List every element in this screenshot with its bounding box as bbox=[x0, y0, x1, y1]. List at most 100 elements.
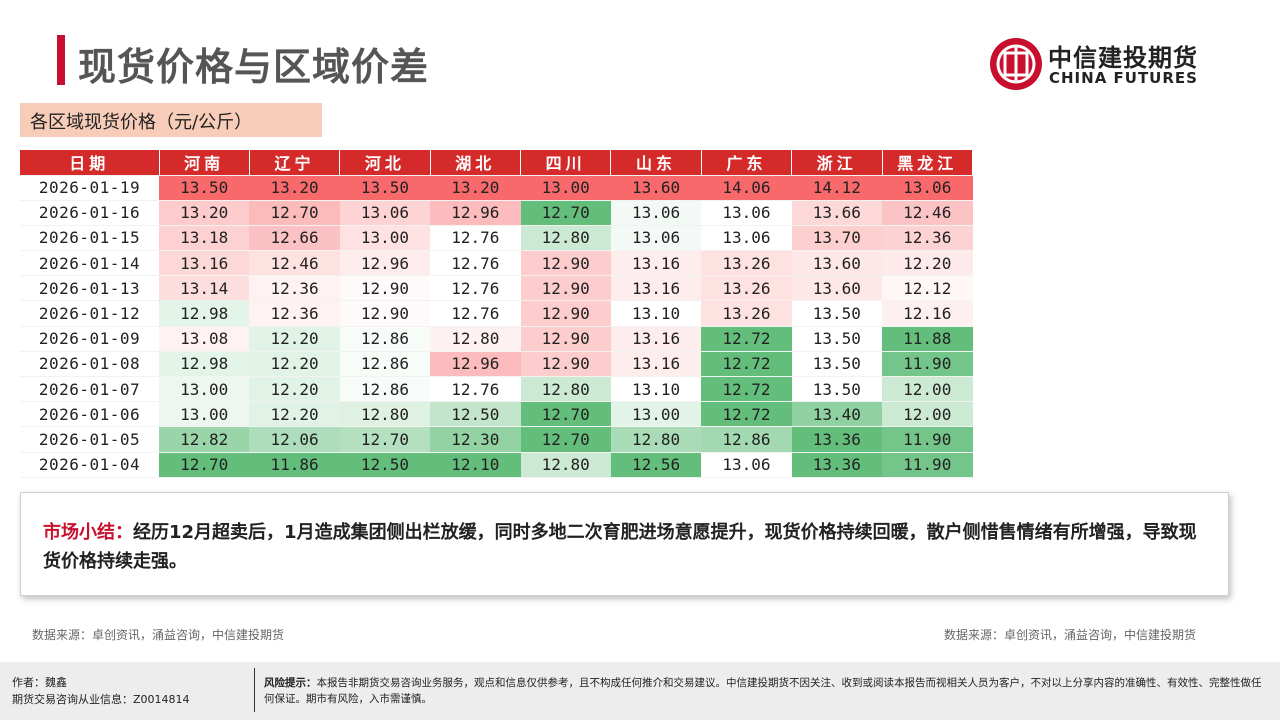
price-cell: 13.50 bbox=[339, 175, 431, 201]
price-cell: 13.06 bbox=[610, 200, 702, 226]
price-cell: 12.82 bbox=[159, 426, 250, 453]
price-cell: 12.96 bbox=[339, 250, 431, 276]
price-cell: 12.90 bbox=[520, 326, 611, 352]
price-cell: 12.86 bbox=[339, 376, 431, 402]
price-cell: 12.70 bbox=[249, 200, 340, 226]
price-cell: 12.46 bbox=[882, 200, 973, 226]
price-cell: 13.50 bbox=[791, 326, 882, 352]
price-cell: 12.06 bbox=[249, 426, 340, 453]
date-cell: 2026-01-16 bbox=[20, 200, 159, 226]
price-cell: 12.36 bbox=[882, 225, 973, 251]
price-cell: 12.80 bbox=[520, 452, 611, 478]
table-row: 2026-01-08 12.98 12.20 12.86 12.96 12.90 13.16… bbox=[20, 351, 973, 377]
date-cell: 2026-01-09 bbox=[20, 326, 159, 352]
price-cell: 13.06 bbox=[701, 452, 792, 478]
price-cell: 13.60 bbox=[791, 250, 882, 276]
price-cell: 12.76 bbox=[430, 376, 521, 402]
column-header-region: 山东 bbox=[610, 150, 702, 175]
summary-label: 市场小结： bbox=[43, 522, 133, 543]
date-cell: 2026-01-07 bbox=[20, 376, 159, 402]
price-cell: 13.06 bbox=[610, 225, 702, 251]
table-row: 2026-01-09 13.08 12.20 12.86 12.80 12.90 13.16… bbox=[20, 326, 973, 352]
price-cell: 12.72 bbox=[701, 376, 792, 402]
price-cell: 13.70 bbox=[791, 225, 882, 251]
price-cell: 12.76 bbox=[430, 275, 521, 301]
price-cell: 13.20 bbox=[159, 200, 250, 226]
price-cell: 12.50 bbox=[339, 452, 431, 478]
price-cell: 12.00 bbox=[882, 376, 973, 402]
price-cell: 12.98 bbox=[159, 351, 250, 377]
table-body: 2026-01-19 13.50 13.20 13.50 13.20 13.00 13.60… bbox=[20, 175, 973, 478]
table-row: 2026-01-19 13.50 13.20 13.50 13.20 13.00 13.60… bbox=[20, 175, 973, 201]
price-cell: 13.36 bbox=[791, 452, 882, 478]
table-row: 2026-01-15 13.18 12.66 13.00 12.76 12.80 13.06… bbox=[20, 225, 973, 251]
price-cell: 12.86 bbox=[701, 426, 792, 453]
price-cell: 12.72 bbox=[701, 401, 792, 427]
price-cell: 11.88 bbox=[882, 326, 973, 352]
price-cell: 13.00 bbox=[339, 225, 431, 251]
price-cell: 12.46 bbox=[249, 250, 340, 276]
column-header-region: 广东 bbox=[701, 150, 793, 175]
price-cell: 12.36 bbox=[249, 275, 340, 301]
column-header-region: 四川 bbox=[520, 150, 612, 175]
table-header-row: 日期 河南 辽宁 河北 湖北 四川 山东 广东 浙江 黑龙江 bbox=[20, 150, 973, 175]
price-cell: 13.16 bbox=[610, 351, 702, 377]
price-cell: 13.26 bbox=[701, 275, 792, 301]
price-cell: 12.12 bbox=[882, 275, 973, 301]
column-header-region: 河南 bbox=[159, 150, 250, 175]
price-cell: 13.50 bbox=[791, 351, 882, 377]
column-header-region: 辽宁 bbox=[249, 150, 341, 175]
price-cell: 12.20 bbox=[249, 351, 340, 377]
company-logo: 中信建投期货 CHINA FUTURES bbox=[988, 36, 1238, 96]
price-cell: 12.80 bbox=[520, 376, 611, 402]
column-header-region: 浙江 bbox=[791, 150, 883, 175]
logo-chinese-name: 中信建投期货 bbox=[1048, 44, 1198, 72]
price-cell: 13.40 bbox=[791, 401, 882, 427]
price-cell: 12.56 bbox=[610, 452, 702, 478]
price-cell: 12.70 bbox=[520, 200, 611, 226]
table-row: 2026-01-05 12.82 12.06 12.70 12.30 12.70 12.80… bbox=[20, 426, 973, 453]
price-cell: 12.80 bbox=[520, 225, 611, 251]
price-cell: 12.10 bbox=[430, 452, 521, 478]
price-cell: 13.20 bbox=[430, 175, 521, 201]
price-cell: 13.36 bbox=[791, 426, 882, 453]
price-cell: 13.06 bbox=[882, 175, 973, 201]
column-header-region: 河北 bbox=[339, 150, 431, 175]
page-title: 现货价格与区域价差 bbox=[78, 45, 430, 89]
price-cell: 12.96 bbox=[430, 351, 521, 377]
price-cell: 12.20 bbox=[882, 250, 973, 276]
price-cell: 12.70 bbox=[520, 401, 611, 427]
license-info: 期货交易咨询从业信息：Z0014814 bbox=[12, 693, 190, 706]
market-summary: 市场小结：经历12月超卖后，1月造成集团侧出栏放缓，同时多地二次育肥进场意愿提升… bbox=[43, 518, 1213, 576]
price-cell: 13.06 bbox=[339, 200, 431, 226]
price-cell: 12.80 bbox=[610, 426, 702, 453]
table-row: 2026-01-12 12.98 12.36 12.90 12.76 12.90 13.10… bbox=[20, 300, 973, 327]
price-cell: 12.50 bbox=[430, 401, 521, 427]
price-cell: 12.86 bbox=[339, 351, 431, 377]
regional-price-table: 日期 河南 辽宁 河北 湖北 四川 山东 广东 浙江 黑龙江 2026-01-19 13.50 13.… bbox=[20, 150, 973, 478]
price-cell: 13.20 bbox=[249, 175, 340, 201]
date-cell: 2026-01-14 bbox=[20, 250, 159, 276]
price-cell: 13.06 bbox=[701, 200, 792, 226]
price-cell: 12.90 bbox=[520, 351, 611, 377]
price-cell: 13.66 bbox=[791, 200, 882, 226]
footer-divider bbox=[254, 668, 255, 712]
price-cell: 13.26 bbox=[701, 250, 792, 276]
price-cell: 12.70 bbox=[159, 452, 250, 478]
price-cell: 12.36 bbox=[249, 300, 340, 327]
price-cell: 13.00 bbox=[159, 376, 250, 402]
price-cell: 12.90 bbox=[339, 275, 431, 301]
footer: 作者：魏鑫 期货交易咨询从业信息：Z0014814 风险提示：本报告非期货交易咨… bbox=[0, 662, 1280, 720]
price-cell: 12.80 bbox=[339, 401, 431, 427]
price-cell: 13.16 bbox=[610, 326, 702, 352]
price-cell: 12.90 bbox=[339, 300, 431, 327]
price-cell: 13.10 bbox=[610, 300, 702, 327]
price-cell: 14.12 bbox=[791, 175, 882, 201]
price-cell: 13.50 bbox=[159, 175, 250, 201]
price-cell: 12.90 bbox=[520, 250, 611, 276]
price-cell: 13.26 bbox=[701, 300, 792, 327]
price-cell: 12.20 bbox=[249, 376, 340, 402]
citic-logo-icon bbox=[990, 38, 1042, 90]
price-cell: 13.18 bbox=[159, 225, 250, 251]
risk-label: 风险提示： bbox=[264, 677, 317, 689]
